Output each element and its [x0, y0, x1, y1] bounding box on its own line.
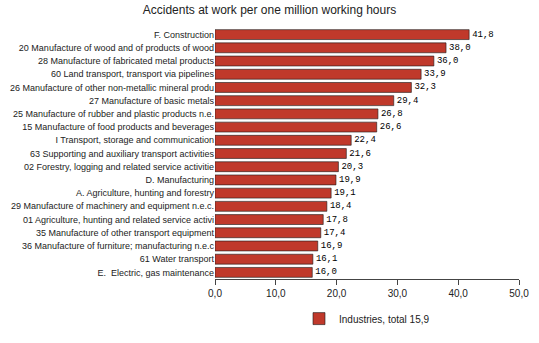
svg-text:E. Electric, gas maintenance: E. Electric, gas maintenance [97, 268, 214, 278]
svg-text:35 Manufacture of other transp: 35 Manufacture of other transport equipm… [36, 228, 215, 238]
svg-text:16,1: 16,1 [316, 254, 338, 264]
svg-text:27 Manufacture of basic metals: 27 Manufacture of basic metals [89, 96, 215, 106]
svg-text:18,4: 18,4 [330, 201, 352, 211]
svg-text:15 Manufacture of food product: 15 Manufacture of food products and beve… [22, 122, 214, 132]
svg-text:A. Agriculture, hunting and fo: A. Agriculture, hunting and forestry [76, 188, 215, 198]
svg-text:63 Supporting and auxiliary tr: 63 Supporting and auxiliary transport ac… [30, 149, 215, 159]
svg-text:19,1: 19,1 [334, 188, 356, 198]
svg-text:26,6: 26,6 [380, 122, 402, 132]
svg-text:Industries, total 15,9: Industries, total 15,9 [339, 314, 429, 325]
svg-text:26,8: 26,8 [381, 109, 403, 119]
svg-text:Accidents at work per one mill: Accidents at work per one million workin… [143, 3, 396, 17]
svg-text:20,0: 20,0 [327, 288, 347, 299]
svg-text:29,4: 29,4 [397, 96, 419, 106]
svg-text:10,0: 10,0 [266, 288, 286, 299]
svg-text:41,8: 41,8 [472, 30, 494, 40]
svg-text:22,4: 22,4 [354, 135, 376, 145]
svg-text:16,9: 16,9 [321, 241, 343, 251]
svg-text:20 Manufacture of wood and of: 20 Manufacture of wood and of products o… [19, 43, 214, 53]
svg-text:32,3: 32,3 [414, 82, 436, 92]
svg-text:19,9: 19,9 [339, 175, 361, 185]
svg-text:33,9: 33,9 [424, 69, 446, 79]
svg-text:61 Water transport: 61 Water transport [140, 254, 215, 264]
svg-text:60 Land transport, transport v: 60 Land transport, transport via pipelin… [51, 69, 215, 79]
svg-text:02 Forestry, logging and relat: 02 Forestry, logging and related service… [24, 162, 214, 172]
svg-text:36 Manufacture of furniture; m: 36 Manufacture of furniture; manufacturi… [22, 241, 215, 251]
svg-text:I Transport, storage and commu: I Transport, storage and communication [55, 135, 214, 145]
svg-text:01 Agriculture, hunting and re: 01 Agriculture, hunting and related serv… [23, 215, 214, 225]
svg-text:21,6: 21,6 [349, 149, 371, 159]
svg-text:16,0: 16,0 [315, 267, 337, 277]
svg-text:25 Manufacture of rubber and p: 25 Manufacture of rubber and plastic pro… [13, 109, 214, 119]
svg-text:38,0: 38,0 [449, 43, 471, 53]
svg-text:36,0: 36,0 [437, 56, 459, 66]
svg-text:40,0: 40,0 [448, 288, 468, 299]
svg-text:50,0: 50,0 [509, 288, 529, 299]
svg-text:17,8: 17,8 [326, 215, 348, 225]
svg-text:30,0: 30,0 [388, 288, 408, 299]
svg-text:D. Manufacturing: D. Manufacturing [145, 175, 214, 185]
svg-text:17,4: 17,4 [324, 228, 346, 238]
svg-text:F. Construction: F. Construction [154, 30, 214, 40]
svg-text:26 Manufacture of other non-me: 26 Manufacture of other non-metallic min… [10, 83, 214, 93]
svg-text:28 Manufacture of fabricated m: 28 Manufacture of fabricated metal produ… [38, 56, 215, 66]
svg-text:20,3: 20,3 [341, 162, 363, 172]
svg-text:0,0: 0,0 [208, 288, 222, 299]
svg-text:29 Manufacture of machinery an: 29 Manufacture of machinery and equipmen… [11, 201, 214, 211]
